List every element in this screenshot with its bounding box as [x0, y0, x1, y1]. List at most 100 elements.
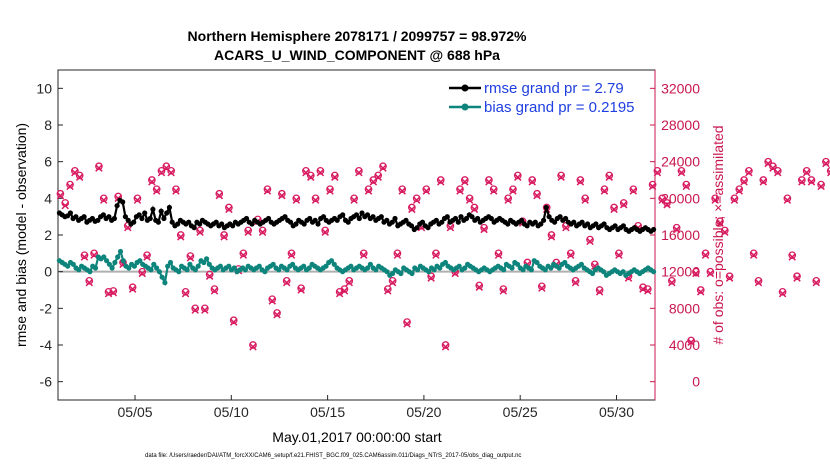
- bias-point: [515, 261, 521, 267]
- bias-point: [192, 267, 198, 273]
- bias-point: [331, 261, 337, 267]
- obs-count-markers: [56, 157, 830, 351]
- rmse-point: [458, 214, 464, 220]
- rmse-point: [364, 212, 371, 218]
- obs-possible-marker: [263, 185, 272, 194]
- obs-assimilated-marker: [210, 287, 219, 295]
- obs-assimilated-marker: [802, 168, 811, 177]
- obs-possible-marker: [581, 194, 590, 203]
- obs-possible-marker: [586, 235, 594, 244]
- obs-possible-marker: [456, 185, 464, 194]
- rmse-point: [122, 214, 128, 220]
- obs-assimilated-marker: [316, 168, 325, 177]
- obs-assimilated-marker: [725, 274, 734, 282]
- obs-possible-marker: [619, 199, 628, 207]
- rmse-point: [546, 214, 552, 220]
- obs-possible-marker: [788, 251, 797, 260]
- obs-possible-marker: [388, 276, 397, 285]
- bias-point: [323, 263, 329, 269]
- rmse-point: [620, 223, 627, 229]
- bias-point: [398, 270, 404, 277]
- obs-assimilated-marker: [677, 168, 686, 177]
- obs-assimilated-marker: [95, 164, 103, 172]
- bias-point: [651, 269, 657, 275]
- obs-assimilated-marker: [735, 187, 743, 195]
- rmse-point: [320, 214, 327, 220]
- obs-possible-marker: [326, 185, 334, 194]
- obs-possible-marker: [56, 189, 65, 198]
- obs-possible-marker: [465, 194, 474, 203]
- obs-possible-marker: [172, 185, 180, 194]
- bias-point: [542, 267, 548, 273]
- chart-title-line1: Northern Hemisphere 2078171 / 2099757 = …: [188, 28, 527, 44]
- obs-assimilated-marker: [754, 278, 763, 287]
- obs-possible-marker: [215, 189, 224, 198]
- obs-assimilated-marker: [307, 173, 315, 181]
- y2-tick-label: 4000: [669, 337, 700, 353]
- rmse-point: [282, 214, 288, 220]
- obs-possible-marker: [268, 295, 277, 304]
- obs-assimilated-marker: [475, 283, 484, 291]
- obs-possible-marker: [292, 194, 301, 203]
- obs-assimilated-marker: [75, 173, 84, 181]
- obs-assimilated-marker: [61, 201, 69, 210]
- rmse-point: [243, 215, 250, 222]
- y-axis-ticks: 10 8 6 4 2 0 -2 -4 -6: [36, 80, 63, 390]
- obs-assimilated-marker: [326, 187, 334, 195]
- obs-assimilated-marker: [798, 178, 806, 186]
- rmse-point: [651, 226, 657, 233]
- bias-point: [534, 259, 540, 266]
- obs-assimilated-marker: [581, 196, 589, 204]
- obs-assimilated-marker: [812, 278, 821, 287]
- rmse-point: [593, 221, 599, 227]
- obs-assimilated-marker: [788, 253, 796, 261]
- obs-assimilated-marker: [456, 187, 464, 195]
- rmse-point: [524, 223, 530, 229]
- bias-point: [201, 259, 207, 266]
- obs-possible-marker: [200, 304, 209, 313]
- obs-assimilated-marker: [826, 168, 830, 177]
- rmse-point: [340, 212, 346, 218]
- bias-point: [226, 263, 232, 269]
- obs-assimilated-marker: [191, 306, 199, 314]
- rmse-point: [312, 217, 318, 223]
- obs-possible-marker: [533, 189, 541, 198]
- obs-possible-marker: [157, 166, 166, 175]
- bias-point: [390, 270, 396, 277]
- bias-point: [148, 267, 154, 273]
- x-axis-label: May.01,2017 00:00:00 start: [272, 429, 442, 445]
- rmse-point: [505, 221, 511, 227]
- rmse-point: [414, 225, 420, 231]
- obs-possible-marker: [817, 180, 825, 189]
- obs-possible-marker: [576, 176, 585, 184]
- rmse-point: [585, 221, 591, 227]
- y-tick-label: 6: [44, 154, 52, 170]
- obs-possible-marker: [138, 267, 147, 276]
- obs-possible-marker: [701, 249, 710, 258]
- obs-possible-marker: [754, 276, 763, 285]
- bias-point: [256, 263, 262, 269]
- bias-point: [589, 270, 596, 277]
- obs-assimilated-marker: [80, 253, 89, 261]
- rmse-point: [455, 219, 461, 225]
- obs-assimilated-marker: [143, 253, 151, 261]
- obs-assimilated-marker: [629, 187, 638, 195]
- y2-tick-label: 20000: [661, 190, 700, 206]
- obs-possible-marker: [730, 194, 739, 203]
- obs-possible-marker: [225, 203, 233, 212]
- obs-possible-marker: [725, 272, 734, 281]
- obs-assimilated-marker: [595, 288, 604, 296]
- obs-possible-marker: [128, 283, 137, 292]
- y2-tick-label: 16000: [661, 227, 700, 243]
- obs-possible-marker: [340, 285, 349, 293]
- obs-assimilated-marker: [432, 251, 440, 259]
- y2-tick-label: 12000: [661, 264, 700, 280]
- obs-possible-marker: [668, 276, 676, 285]
- obs-assimilated-marker: [331, 173, 339, 181]
- obs-assimilated-marker: [547, 233, 556, 241]
- obs-assimilated-marker: [692, 269, 700, 278]
- obs-assimilated-marker: [196, 228, 204, 236]
- obs-possible-marker: [302, 166, 310, 175]
- obs-assimilated-marker: [244, 228, 252, 236]
- obs-possible-marker: [600, 185, 609, 194]
